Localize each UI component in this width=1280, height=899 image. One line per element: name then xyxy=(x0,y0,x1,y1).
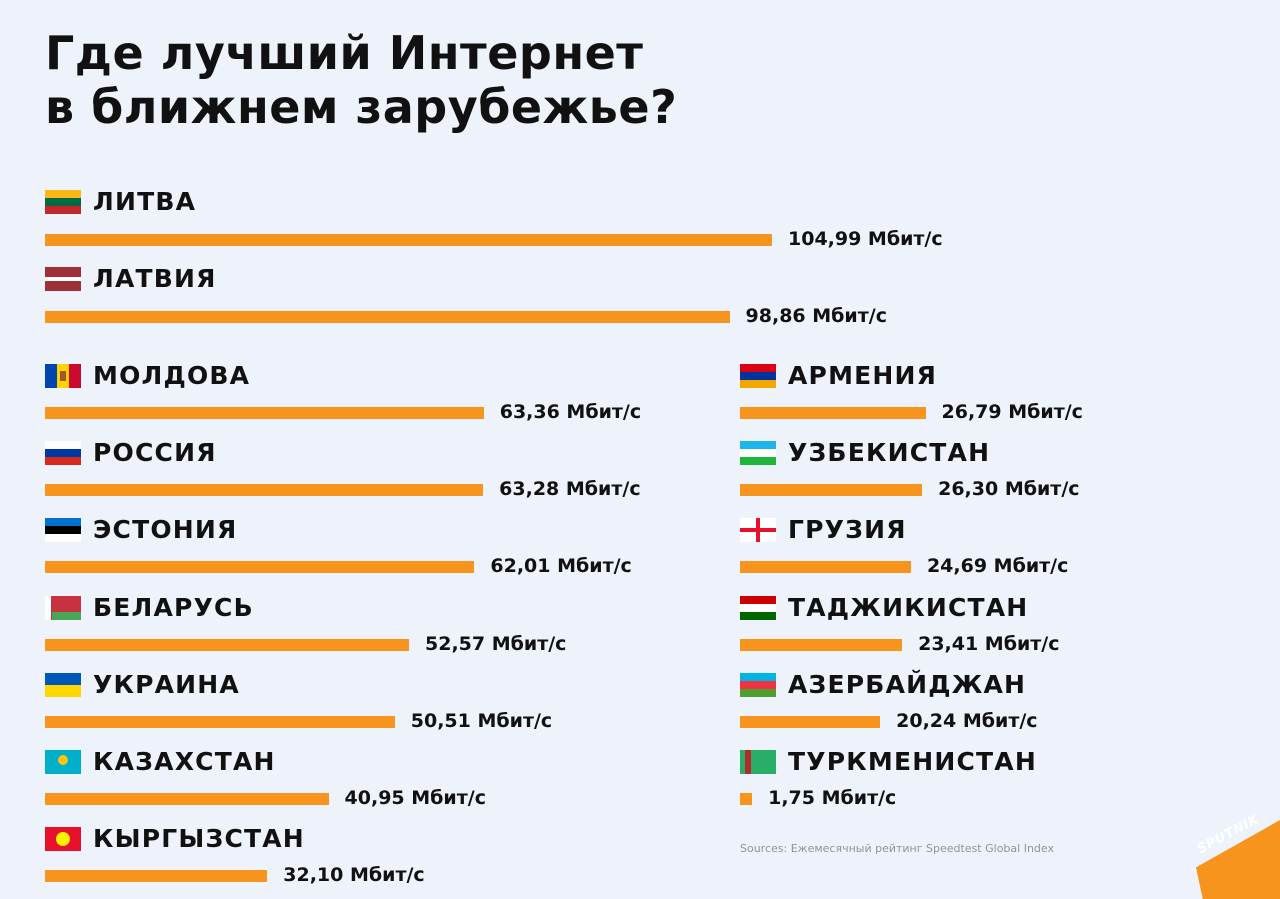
bar xyxy=(740,715,881,728)
country-label: БЕЛАРУСЬ xyxy=(93,592,254,622)
value-label: 26,79 Мбит/с xyxy=(941,401,1083,423)
value-label: 26,30 Мбит/с xyxy=(938,478,1080,501)
value-label: 63,28 Мбит/с xyxy=(499,478,641,501)
country-label: ТУРКМЕНИСТАН xyxy=(788,747,1037,776)
value-label: 32,10 Мбит/с xyxy=(283,864,425,887)
value-label: 98,86 Мбит/с xyxy=(745,305,887,327)
kyrgyzstan-flag-icon xyxy=(45,827,81,852)
tajikistan-flag-icon xyxy=(740,595,776,620)
title-line-1: Где лучший Интернет xyxy=(45,26,644,80)
armenia-flag-icon xyxy=(740,364,776,388)
bar xyxy=(740,638,903,651)
value-label: 23,41 Мбит/с xyxy=(918,632,1060,655)
country-label: ГРУЗИЯ xyxy=(788,515,907,545)
value-label: 52,57 Мбит/с xyxy=(425,632,567,655)
country-label: УЗБЕКИСТАН xyxy=(788,438,991,468)
bar xyxy=(45,715,395,728)
title-line-2: в ближнем зарубежье? xyxy=(45,80,678,134)
ukraine-flag-icon xyxy=(45,672,81,697)
value-label: 63,36 Мбит/с xyxy=(499,401,642,423)
country-label: АРМЕНИЯ xyxy=(788,361,938,390)
country-label: УКРАИНА xyxy=(93,669,240,699)
bar xyxy=(45,870,268,883)
kazakhstan-flag-icon xyxy=(45,750,81,774)
bar xyxy=(45,561,475,574)
country-label: КЫРГЫЗСТАН xyxy=(93,824,305,854)
value-label: 40,95 Мбит/с xyxy=(344,787,486,809)
value-label: 50,51 Мбит/с xyxy=(410,709,553,732)
bar xyxy=(740,793,753,805)
country-label: ЛИТВА xyxy=(93,187,197,216)
turkmenistan-flag-icon xyxy=(740,750,776,774)
latvia-flag-icon xyxy=(45,267,81,291)
bar xyxy=(45,234,772,246)
country-label: АЗЕРБАЙДЖАН xyxy=(788,669,1027,699)
bar xyxy=(45,793,329,805)
moldova-flag-icon xyxy=(45,364,81,388)
bar xyxy=(740,561,911,574)
value-label: 24,69 Мбит/с xyxy=(926,555,1069,578)
uzbekistan-flag-icon xyxy=(740,441,776,466)
country-label: ЭСТОНИЯ xyxy=(93,515,238,545)
bar xyxy=(740,484,923,497)
value-label: 1,75 Мбит/с xyxy=(768,787,897,809)
bar xyxy=(45,638,410,651)
country-label: ЛАТВИЯ xyxy=(93,264,217,293)
georgia-flag-icon xyxy=(740,518,776,543)
country-label: МОЛДОВА xyxy=(93,361,251,390)
value-label: 104,99 Мбит/с xyxy=(788,228,943,250)
value-label: 20,24 Мбит/с xyxy=(896,709,1038,732)
country-label: РОССИЯ xyxy=(93,438,217,468)
belarus-flag-icon xyxy=(45,595,81,620)
value-label: 62,01 Мбит/с xyxy=(490,555,632,578)
country-label: КАЗАХСТАН xyxy=(93,747,276,776)
estonia-flag-icon xyxy=(45,518,81,543)
lithuania-flag-icon xyxy=(45,190,81,214)
russia-flag-icon xyxy=(45,441,81,466)
page-title: Где лучший Интернет в ближнем зарубежье? xyxy=(45,26,677,134)
bar xyxy=(45,407,484,419)
bar xyxy=(740,407,926,419)
azerbaijan-flag-icon xyxy=(740,672,776,697)
bar xyxy=(45,311,730,323)
source-note: Sources: Ежемесячный рейтинг Speedtest G… xyxy=(740,842,1054,855)
bar xyxy=(45,484,484,497)
country-label: ТАДЖИКИСТАН xyxy=(788,592,1029,622)
